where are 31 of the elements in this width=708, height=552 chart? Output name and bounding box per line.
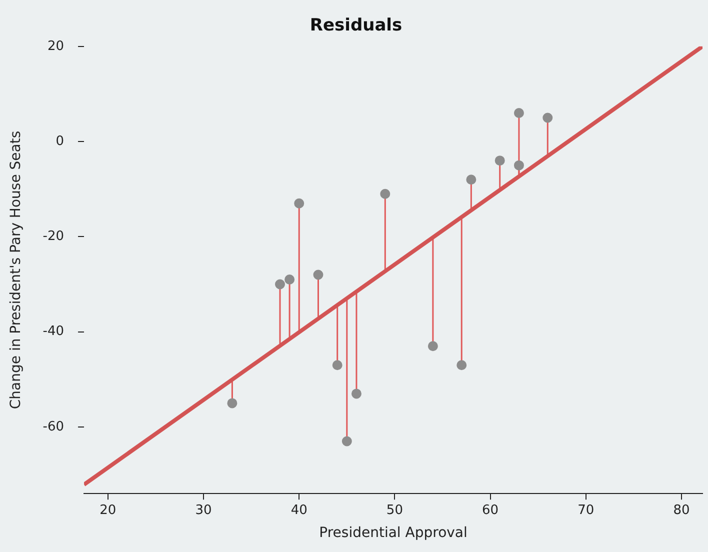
point: [380, 188, 390, 199]
point: [284, 274, 295, 285]
point: [351, 388, 362, 399]
x-tick-label: 60: [482, 502, 499, 518]
point: [428, 341, 438, 352]
x-tick-label: 40: [290, 502, 308, 518]
point: [332, 360, 342, 370]
x-tick-label: 20: [100, 502, 116, 518]
point: [494, 156, 505, 166]
point: [274, 279, 285, 290]
point: [456, 360, 467, 370]
point: [342, 436, 352, 446]
x-tick-label: 30: [195, 502, 212, 518]
y-axis-title: Change in President's Pary House Seats: [8, 130, 24, 410]
x-tick-label: 80: [673, 502, 690, 518]
point: [227, 398, 238, 408]
point: [313, 270, 324, 280]
x-axis-title: Presidential Approval: [319, 525, 468, 542]
y-tick-label: 0: [56, 134, 64, 149]
point: [514, 160, 524, 170]
point: [542, 112, 553, 123]
y-tick-label: -40: [42, 324, 64, 340]
x-tick-label: 70: [578, 502, 594, 518]
point: [466, 174, 476, 185]
point: [294, 198, 304, 208]
y-tick-label: -20: [42, 229, 64, 244]
x-tick-label: 50: [386, 502, 403, 518]
chart-title: Residuals: [310, 16, 402, 36]
y-tick-label: 20: [47, 38, 64, 54]
y-tick-label: -60: [42, 419, 64, 434]
point: [514, 108, 524, 118]
